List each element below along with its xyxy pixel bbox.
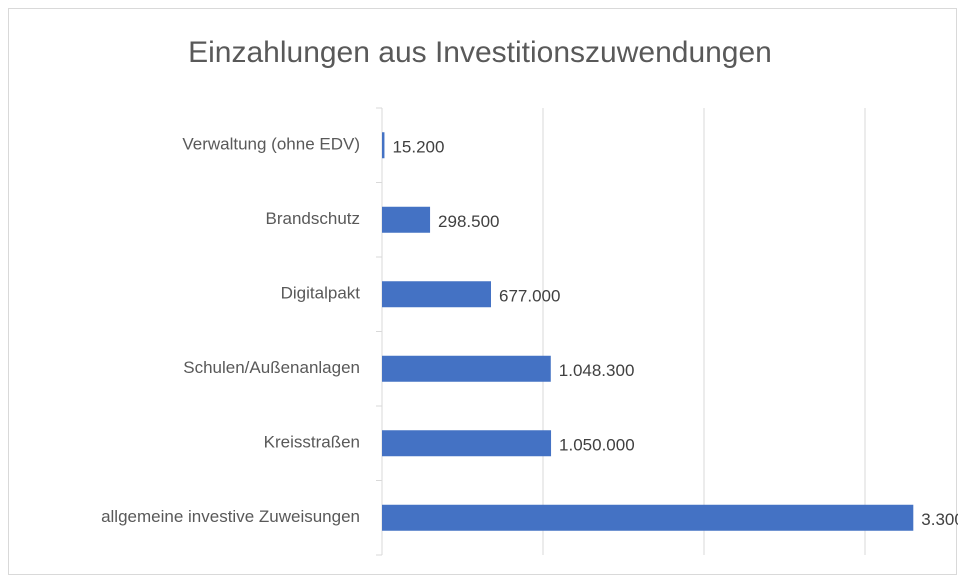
data-label: 15.200 bbox=[392, 138, 444, 157]
bar bbox=[382, 206, 431, 233]
bar bbox=[382, 281, 491, 308]
y-tick-label: allgemeine investive Zuweisungen bbox=[101, 507, 360, 526]
data-label: 1.048.300 bbox=[559, 361, 635, 380]
y-tick-label: Verwaltung (ohne EDV) bbox=[182, 135, 360, 154]
bar bbox=[382, 132, 385, 159]
data-label: 298.500 bbox=[438, 212, 499, 231]
y-tick-label: Brandschutz bbox=[266, 209, 361, 228]
y-tick-label: Schulen/Außenanlagen bbox=[183, 358, 360, 377]
data-label: 3.300.000 bbox=[921, 510, 958, 529]
bar bbox=[382, 355, 551, 382]
data-label: 677.000 bbox=[499, 287, 560, 306]
y-tick-label: Digitalpakt bbox=[281, 284, 361, 303]
bar bbox=[382, 504, 914, 531]
bar bbox=[382, 430, 552, 457]
data-label: 1.050.000 bbox=[559, 436, 635, 455]
chart-title: Einzahlungen aus Investitionszuwendungen bbox=[188, 36, 772, 69]
y-tick-label: Kreisstraßen bbox=[264, 433, 360, 452]
